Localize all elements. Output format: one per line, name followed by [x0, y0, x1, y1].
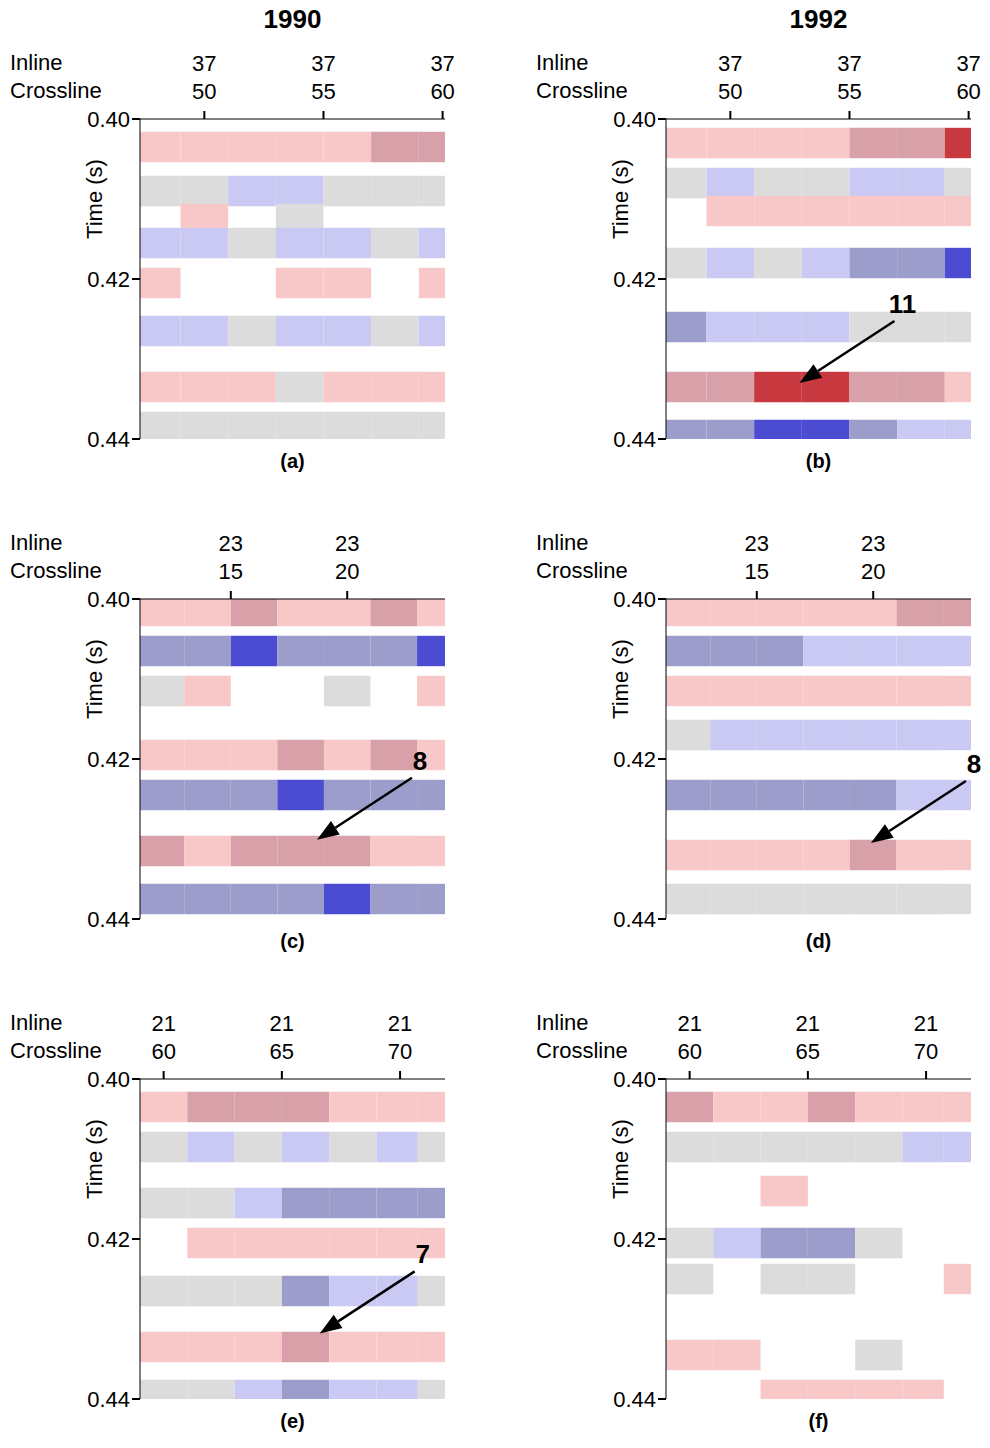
- svg-text:0.42: 0.42: [613, 267, 656, 292]
- html-text:Time (s): Time (s): [608, 159, 633, 239]
- html-text:Time (s): Time (s): [608, 639, 633, 719]
- svg-text:0.40: 0.40: [87, 587, 130, 612]
- svg-text:0.42: 0.42: [87, 747, 130, 772]
- html-text:Time (s): Time (s): [82, 159, 107, 239]
- svg-text:37: 37: [192, 51, 216, 76]
- svg-text:0.42: 0.42: [613, 1227, 656, 1252]
- html-text:Crossline: Crossline: [10, 1038, 102, 1063]
- html-text:Crossline: Crossline: [536, 78, 628, 103]
- svg-text:0.44: 0.44: [87, 1387, 130, 1412]
- svg-text:21: 21: [151, 1011, 175, 1036]
- svg-text:0.42: 0.42: [613, 747, 656, 772]
- svg-text:37: 37: [430, 51, 454, 76]
- svg-text:11: 11: [889, 289, 917, 319]
- html-text:Crossline: Crossline: [536, 1038, 628, 1063]
- html-text:(a): (a): [280, 450, 305, 472]
- html-text:1990: 1990: [263, 4, 322, 34]
- html-text:Inline: Inline: [536, 530, 589, 555]
- svg-text:37: 37: [837, 51, 861, 76]
- html-text:1992: 1992: [789, 4, 848, 34]
- html-text:Inline: Inline: [10, 1010, 63, 1035]
- html-text:(b): (b): [805, 450, 832, 472]
- svg-text:8: 8: [967, 749, 981, 779]
- svg-text:60: 60: [677, 1039, 701, 1064]
- svg-text:37: 37: [718, 51, 742, 76]
- svg-text:65: 65: [270, 1039, 294, 1064]
- svg-text:70: 70: [914, 1039, 938, 1064]
- svg-text:21: 21: [388, 1011, 412, 1036]
- svg-text:0.44: 0.44: [87, 427, 130, 452]
- svg-text:37: 37: [956, 51, 980, 76]
- svg-text:0.44: 0.44: [87, 907, 130, 932]
- svg-text:0.44: 0.44: [613, 1387, 656, 1412]
- html-text:Inline: Inline: [10, 530, 63, 555]
- svg-text:60: 60: [151, 1039, 175, 1064]
- html-text:Inline: Inline: [536, 1010, 589, 1035]
- html-text:Time (s): Time (s): [82, 639, 107, 719]
- svg-text:21: 21: [796, 1011, 820, 1036]
- html-text:(e): (e): [280, 1410, 305, 1432]
- svg-text:37: 37: [311, 51, 335, 76]
- svg-text:0.44: 0.44: [613, 907, 656, 932]
- svg-text:55: 55: [837, 79, 861, 104]
- html-text:Time (s): Time (s): [608, 1119, 633, 1199]
- html-text:Crossline: Crossline: [536, 558, 628, 583]
- html-text:(f): (f): [808, 1410, 829, 1432]
- svg-text:55: 55: [311, 79, 335, 104]
- svg-text:23: 23: [861, 531, 885, 556]
- svg-text:0.44: 0.44: [613, 427, 656, 452]
- svg-text:15: 15: [219, 559, 243, 584]
- svg-text:23: 23: [219, 531, 243, 556]
- svg-text:60: 60: [956, 79, 980, 104]
- svg-text:0.42: 0.42: [87, 1227, 130, 1252]
- svg-text:21: 21: [914, 1011, 938, 1036]
- svg-text:8: 8: [413, 746, 427, 776]
- svg-text:20: 20: [861, 559, 885, 584]
- html-text:(c): (c): [280, 930, 305, 952]
- svg-text:60: 60: [430, 79, 454, 104]
- svg-text:15: 15: [745, 559, 769, 584]
- html-text:Inline: Inline: [536, 50, 589, 75]
- svg-text:0.40: 0.40: [87, 107, 130, 132]
- svg-text:0.40: 0.40: [613, 107, 656, 132]
- svg-text:0.40: 0.40: [613, 587, 656, 612]
- html-text:Inline: Inline: [10, 50, 63, 75]
- svg-text:20: 20: [335, 559, 359, 584]
- svg-text:50: 50: [718, 79, 742, 104]
- html-text:Crossline: Crossline: [10, 78, 102, 103]
- svg-text:50: 50: [192, 79, 216, 104]
- html-text:(d): (d): [805, 930, 832, 952]
- svg-text:0.40: 0.40: [613, 1067, 656, 1092]
- svg-text:70: 70: [388, 1039, 412, 1064]
- svg-text:7: 7: [415, 1239, 429, 1269]
- svg-text:21: 21: [677, 1011, 701, 1036]
- svg-text:23: 23: [335, 531, 359, 556]
- svg-text:0.40: 0.40: [87, 1067, 130, 1092]
- html-text:Time (s): Time (s): [82, 1119, 107, 1199]
- svg-text:65: 65: [796, 1039, 820, 1064]
- svg-text:21: 21: [270, 1011, 294, 1036]
- html-text:Crossline: Crossline: [10, 558, 102, 583]
- svg-text:0.42: 0.42: [87, 267, 130, 292]
- svg-text:23: 23: [745, 531, 769, 556]
